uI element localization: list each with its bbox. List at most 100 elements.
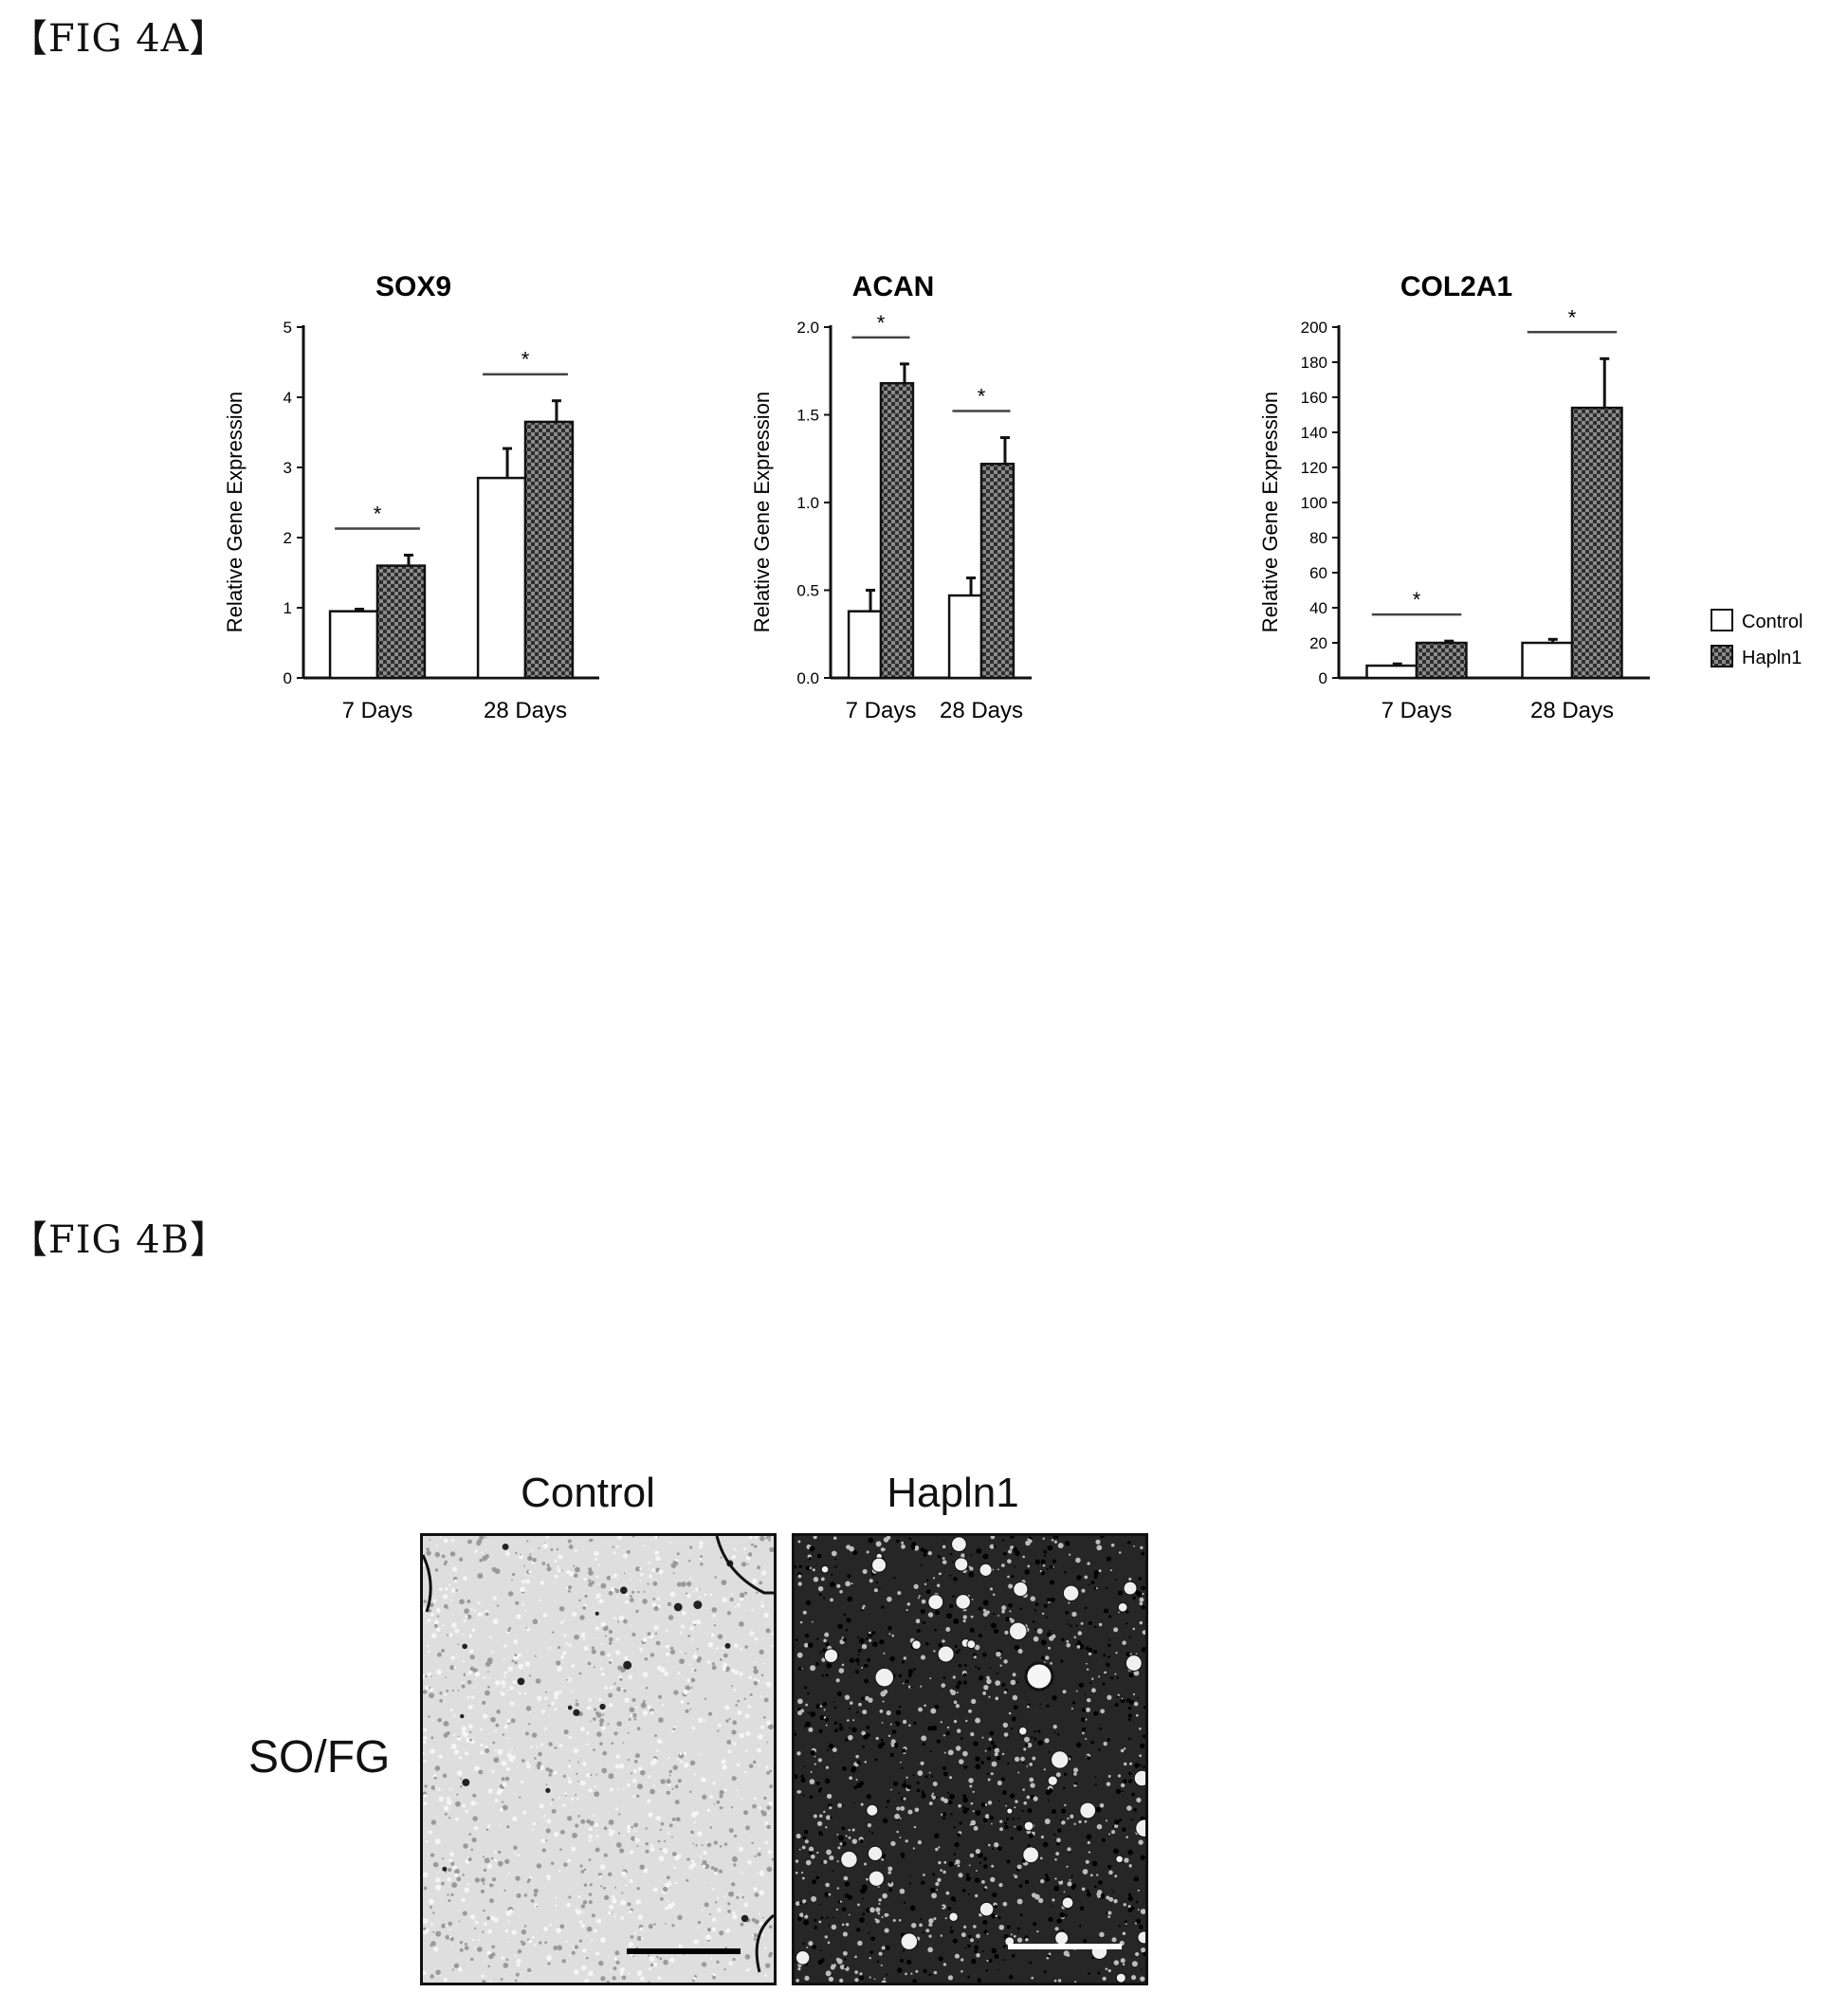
texture-speck — [877, 1912, 880, 1915]
texture-speck — [641, 1937, 644, 1940]
texture-speck — [562, 1803, 565, 1806]
texture-speck — [754, 1666, 758, 1670]
texture-speck — [1106, 1819, 1107, 1821]
texture-speck — [855, 1779, 857, 1781]
texture-speck — [971, 1802, 974, 1805]
texture-speck — [1065, 1541, 1070, 1545]
texture-speck — [634, 1760, 638, 1764]
texture-speck — [545, 1691, 547, 1693]
texture-speck — [933, 1917, 936, 1920]
texture-speck — [1026, 1765, 1028, 1767]
texture-speck — [906, 1609, 908, 1611]
texture-speck — [1112, 1825, 1114, 1827]
texture-speck — [599, 1742, 603, 1746]
texture-speck — [582, 1762, 587, 1766]
texture-speck — [643, 1672, 649, 1677]
texture-speck — [686, 1594, 691, 1599]
texture-speck — [846, 1835, 848, 1837]
texture-speck — [968, 1565, 970, 1567]
texture-speck — [756, 1873, 758, 1874]
texture-speck — [704, 1902, 709, 1907]
y-tick-label: 0 — [284, 669, 292, 687]
texture-speck — [818, 1960, 823, 1965]
texture-speck — [732, 1720, 737, 1725]
texture-speck — [844, 1966, 847, 1968]
lacuna — [869, 1871, 884, 1886]
texture-speck — [861, 1803, 864, 1806]
chart-2: COL2A1020406080100120140160180200Relativ… — [1258, 271, 1802, 723]
texture-speck — [447, 1877, 451, 1882]
texture-speck — [893, 1782, 898, 1786]
texture-speck — [715, 1576, 717, 1578]
texture-speck — [921, 1609, 925, 1614]
texture-speck — [650, 1956, 655, 1962]
texture-speck — [555, 1560, 558, 1563]
texture-speck — [954, 1899, 957, 1902]
texture-speck — [861, 1697, 865, 1701]
texture-speck — [600, 1864, 606, 1870]
texture-speck — [657, 1976, 661, 1980]
texture-speck — [888, 1633, 890, 1635]
texture-speck — [615, 1807, 618, 1810]
texture-speck — [631, 1578, 632, 1580]
texture-speck — [1044, 1550, 1047, 1553]
texture-speck — [490, 1717, 496, 1723]
texture-speck — [917, 1782, 920, 1784]
texture-speck — [1015, 1550, 1020, 1556]
texture-speck — [884, 1978, 886, 1980]
texture-speck — [998, 1800, 1000, 1801]
texture-speck — [589, 1820, 594, 1825]
texture-speck — [1090, 1874, 1093, 1876]
texture-speck — [686, 1857, 689, 1860]
texture-speck — [856, 1761, 860, 1764]
texture-speck — [631, 1633, 635, 1636]
texture-speck — [512, 1817, 517, 1821]
texture-speck — [721, 1557, 723, 1559]
texture-speck — [818, 1831, 823, 1836]
texture-speck — [622, 1975, 627, 1980]
texture-speck — [721, 1759, 725, 1764]
texture-speck — [423, 1741, 426, 1744]
texture-speck — [942, 1871, 945, 1874]
texture-speck — [669, 1775, 671, 1777]
texture-speck — [754, 1545, 757, 1547]
texture-speck — [1100, 1803, 1105, 1808]
texture-speck — [1096, 1587, 1098, 1589]
texture-speck — [536, 1678, 541, 1684]
texture-speck — [436, 1545, 438, 1546]
texture-speck — [845, 1694, 850, 1699]
texture-speck — [999, 1827, 1003, 1831]
texture-speck — [680, 1632, 683, 1635]
texture-speck — [435, 1931, 441, 1937]
texture-speck — [821, 1578, 825, 1582]
texture-speck — [1037, 1729, 1040, 1732]
texture-speck — [964, 1554, 966, 1556]
texture-speck — [637, 1887, 640, 1890]
texture-speck — [970, 1732, 974, 1736]
texture-speck — [594, 1791, 599, 1797]
texture-speck — [942, 1639, 944, 1642]
texture-speck — [430, 1613, 434, 1617]
lacuna — [824, 1649, 837, 1662]
y-tick-label: 1.0 — [796, 494, 819, 512]
texture-speck — [530, 1711, 532, 1713]
texture-speck — [629, 1718, 631, 1721]
texture-speck — [660, 1829, 662, 1831]
texture-speck — [910, 1906, 916, 1911]
texture-speck — [1111, 1937, 1116, 1942]
texture-speck — [1105, 1673, 1107, 1675]
texture-speck — [452, 1968, 454, 1970]
texture-speck — [621, 1892, 623, 1894]
texture-speck — [886, 1806, 887, 1808]
texture-speck — [938, 1846, 940, 1848]
texture-speck — [948, 1749, 954, 1755]
texture-speck — [981, 1880, 985, 1884]
texture-speck — [548, 1705, 550, 1707]
texture-speck — [697, 1831, 702, 1836]
texture-speck — [740, 1648, 742, 1651]
texture-speck — [975, 1666, 977, 1668]
texture-speck — [722, 1764, 727, 1770]
texture-speck — [983, 1554, 989, 1560]
texture-speck — [443, 1733, 448, 1738]
texture-speck — [580, 1727, 585, 1731]
